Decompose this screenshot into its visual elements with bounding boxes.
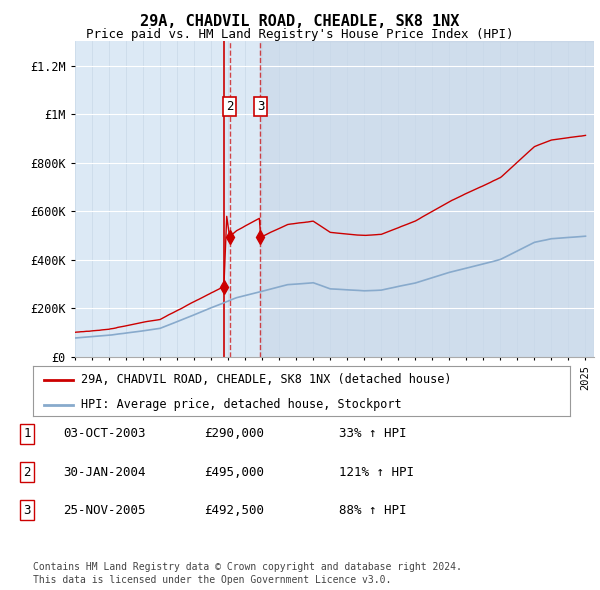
Text: 3: 3 [23, 504, 31, 517]
Text: Price paid vs. HM Land Registry's House Price Index (HPI): Price paid vs. HM Land Registry's House … [86, 28, 514, 41]
Text: 121% ↑ HPI: 121% ↑ HPI [339, 466, 414, 478]
Text: £290,000: £290,000 [204, 427, 264, 440]
Text: 3: 3 [257, 100, 264, 113]
Text: Contains HM Land Registry data © Crown copyright and database right 2024.
This d: Contains HM Land Registry data © Crown c… [33, 562, 462, 585]
Text: £492,500: £492,500 [204, 504, 264, 517]
Text: 88% ↑ HPI: 88% ↑ HPI [339, 504, 407, 517]
Bar [260, 41, 594, 357]
Text: 29A, CHADVIL ROAD, CHEADLE, SK8 1NX: 29A, CHADVIL ROAD, CHEADLE, SK8 1NX [140, 14, 460, 29]
Text: 03-OCT-2003: 03-OCT-2003 [63, 427, 146, 440]
Text: £495,000: £495,000 [204, 466, 264, 478]
Text: 2: 2 [23, 466, 31, 478]
Text: HPI: Average price, detached house, Stockport: HPI: Average price, detached house, Stoc… [82, 398, 402, 411]
Text: 30-JAN-2004: 30-JAN-2004 [63, 466, 146, 478]
Text: 25-NOV-2005: 25-NOV-2005 [63, 504, 146, 517]
Text: 33% ↑ HPI: 33% ↑ HPI [339, 427, 407, 440]
Text: 1: 1 [23, 427, 31, 440]
Text: 2: 2 [226, 100, 233, 113]
Text: 29A, CHADVIL ROAD, CHEADLE, SK8 1NX (detached house): 29A, CHADVIL ROAD, CHEADLE, SK8 1NX (det… [82, 373, 452, 386]
